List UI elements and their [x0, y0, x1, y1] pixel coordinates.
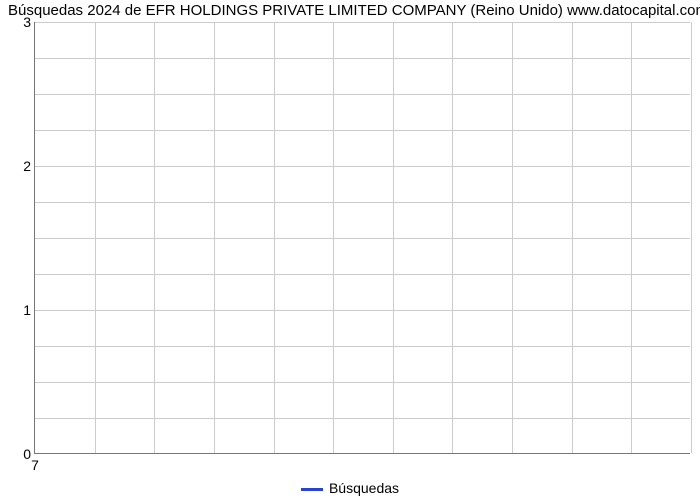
- plot-area: 01237: [34, 22, 690, 454]
- legend: Búsquedas: [0, 480, 700, 496]
- gridline-h-minor: [35, 94, 690, 95]
- y-tick-label: 2: [17, 158, 31, 174]
- gridline-v: [393, 22, 394, 453]
- gridline-v: [452, 22, 453, 453]
- gridline-h-minor: [35, 274, 690, 275]
- gridline-h-minor: [35, 202, 690, 203]
- y-tick-label: 3: [17, 14, 31, 30]
- y-tick-label: 0: [17, 446, 31, 462]
- gridline-h: [35, 310, 690, 311]
- gridline-h-minor: [35, 58, 690, 59]
- gridline-v: [512, 22, 513, 453]
- gridline-v: [154, 22, 155, 453]
- gridline-h-minor: [35, 346, 690, 347]
- gridline-v: [691, 22, 692, 453]
- gridline-v: [214, 22, 215, 453]
- chart-title: Búsquedas 2024 de EFR HOLDINGS PRIVATE L…: [8, 2, 700, 19]
- x-tick-label: 7: [31, 457, 39, 473]
- chart-container: Búsquedas 2024 de EFR HOLDINGS PRIVATE L…: [0, 0, 700, 500]
- gridline-h: [35, 166, 690, 167]
- gridline-h-minor: [35, 130, 690, 131]
- gridline-h-minor: [35, 238, 690, 239]
- gridline-v: [572, 22, 573, 453]
- gridline-v: [274, 22, 275, 453]
- gridline-h: [35, 22, 690, 23]
- legend-swatch: [301, 488, 323, 491]
- y-tick-label: 1: [17, 302, 31, 318]
- gridline-v: [95, 22, 96, 453]
- gridline-h-minor: [35, 418, 690, 419]
- legend-label: Búsquedas: [329, 480, 399, 496]
- gridline-v: [333, 22, 334, 453]
- gridline-v: [631, 22, 632, 453]
- gridline-h-minor: [35, 382, 690, 383]
